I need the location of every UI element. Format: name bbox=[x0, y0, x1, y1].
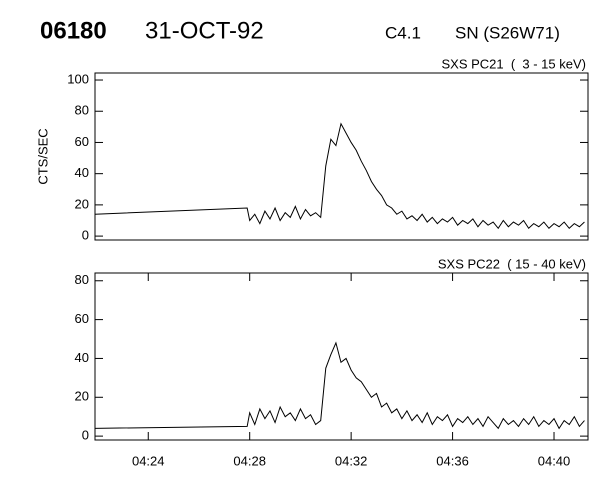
series-line bbox=[94, 122, 585, 230]
flare-class: C4.1 bbox=[385, 23, 421, 42]
x-tick-label: 04:24 bbox=[132, 453, 165, 468]
x-tick-label: 04:32 bbox=[335, 453, 368, 468]
series-line bbox=[94, 341, 585, 430]
event-id: 06180 bbox=[40, 17, 107, 44]
plot-frame bbox=[94, 272, 589, 441]
flare-location: SN (S26W71) bbox=[455, 23, 560, 42]
y-tick-label: 100 bbox=[67, 71, 89, 86]
chart-title: SXS PC21 ( 3 - 15 keV) bbox=[441, 56, 586, 71]
y-axis-label: CTS/SEC bbox=[35, 128, 50, 184]
event-date: 31-OCT-92 bbox=[145, 17, 264, 44]
chart-title: SXS PC22 ( 15 - 40 keV) bbox=[438, 256, 586, 271]
y-tick-label: 0 bbox=[82, 228, 89, 243]
y-tick-label: 0 bbox=[82, 428, 89, 443]
x-tick-label: 04:40 bbox=[538, 453, 571, 468]
y-tick-label: 80 bbox=[75, 103, 89, 118]
y-tick-label: 20 bbox=[75, 196, 89, 211]
y-tick-label: 40 bbox=[75, 350, 89, 365]
y-tick-label: 60 bbox=[75, 134, 89, 149]
x-tick-label: 04:28 bbox=[233, 453, 266, 468]
y-tick-label: 60 bbox=[75, 311, 89, 326]
x-tick-label: 04:36 bbox=[436, 453, 469, 468]
y-tick-label: 20 bbox=[75, 389, 89, 404]
plot-frame bbox=[94, 72, 589, 241]
y-tick-label: 80 bbox=[75, 272, 89, 287]
y-tick-label: 40 bbox=[75, 165, 89, 180]
